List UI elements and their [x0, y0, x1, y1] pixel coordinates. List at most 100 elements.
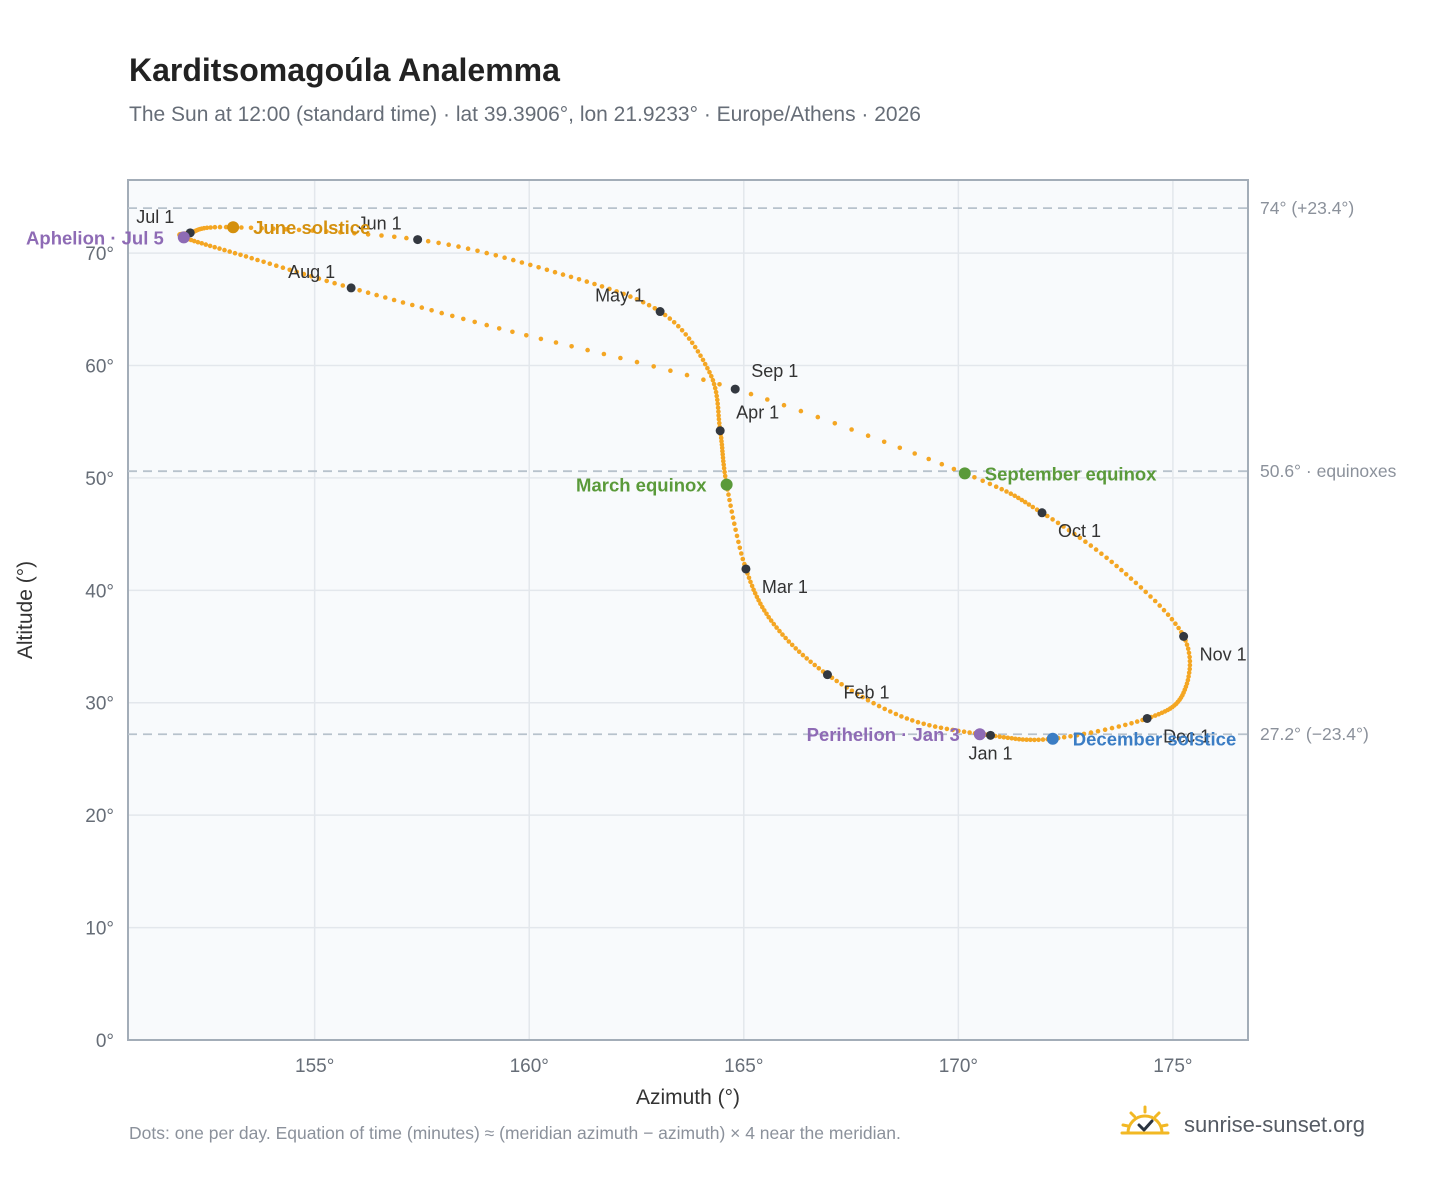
daily-dot — [987, 481, 993, 487]
daily-dot — [765, 397, 770, 402]
daily-dot — [1095, 728, 1101, 734]
daily-dot — [816, 666, 822, 671]
daily-dot — [374, 292, 379, 298]
daily-dot — [628, 294, 633, 299]
daily-dot — [475, 248, 480, 254]
daily-dot — [668, 368, 673, 374]
daily-dot — [493, 253, 499, 258]
daily-dot — [410, 302, 415, 308]
event-label: June solstice — [253, 217, 370, 238]
daily-dot — [710, 377, 716, 383]
daily-dot — [310, 228, 315, 233]
daily-dot — [1045, 513, 1050, 519]
y-tick-label: 0° — [96, 1031, 114, 1052]
daily-dot — [714, 393, 719, 399]
daily-dot — [695, 349, 701, 354]
daily-dot — [1128, 576, 1134, 581]
daily-dot — [915, 719, 921, 725]
daily-dot — [585, 347, 590, 353]
daily-dot — [719, 445, 725, 451]
reference-line-label: 27.2° (−23.4°) — [1260, 724, 1369, 744]
daily-dot — [294, 269, 300, 275]
daily-dot — [484, 250, 490, 256]
month-marker — [1037, 508, 1047, 518]
daily-dot — [737, 545, 743, 551]
month-label: Mar 1 — [762, 577, 808, 597]
month-marker — [730, 384, 740, 394]
daily-dot — [912, 451, 917, 456]
daily-dot — [717, 420, 722, 426]
daily-dot — [927, 723, 932, 728]
y-tick-label: 20° — [85, 806, 114, 827]
daily-dot — [756, 598, 761, 603]
daily-dot — [1173, 621, 1178, 626]
daily-dot — [733, 527, 738, 533]
daily-dot — [804, 656, 809, 661]
daily-dot — [324, 278, 330, 284]
event-marker — [958, 467, 971, 480]
event-label: Perihelion · Jan 3 — [807, 724, 960, 745]
daily-dot — [1040, 737, 1046, 742]
brand[interactable]: sunrise-sunset.org — [1120, 1100, 1365, 1150]
daily-dot — [1032, 737, 1037, 743]
daily-dot — [783, 635, 788, 641]
daily-dot — [932, 724, 938, 729]
month-marker — [986, 730, 996, 740]
event-marker — [720, 478, 733, 491]
daily-dot — [212, 244, 217, 250]
daily-dot — [865, 697, 871, 703]
event-marker — [227, 221, 240, 234]
daily-dot — [789, 642, 795, 648]
daily-dot — [758, 601, 763, 606]
daily-dot — [951, 466, 957, 472]
daily-dot — [748, 579, 753, 585]
daily-dot — [1061, 734, 1067, 740]
daily-dot — [1129, 721, 1134, 726]
daily-dot — [195, 239, 201, 245]
daily-dot — [461, 316, 466, 322]
daily-dot — [888, 709, 893, 714]
daily-dot — [774, 625, 779, 630]
x-tick-label: 165° — [724, 1056, 763, 1077]
daily-dot — [760, 604, 765, 610]
y-tick-label: 50° — [85, 469, 114, 490]
daily-dot — [721, 458, 726, 464]
daily-dot — [576, 277, 582, 282]
daily-dot — [1024, 737, 1029, 742]
daily-dot — [740, 556, 746, 562]
daily-dot — [239, 225, 244, 230]
daily-dot — [671, 320, 677, 325]
daily-dot — [713, 389, 719, 395]
month-label: May 1 — [595, 286, 644, 306]
daily-dot — [1143, 589, 1148, 595]
daily-dot — [732, 521, 737, 526]
daily-dot — [1186, 674, 1191, 679]
daily-dot — [651, 364, 656, 369]
daily-dot — [768, 618, 774, 623]
daily-dot — [538, 336, 544, 342]
daily-dot — [243, 254, 249, 259]
daily-dot — [340, 283, 346, 288]
daily-dot — [700, 357, 706, 363]
month-marker — [655, 307, 665, 317]
daily-dot — [1074, 732, 1080, 738]
daily-dot — [722, 473, 728, 479]
daily-dot — [1083, 539, 1088, 544]
month-marker — [822, 670, 832, 680]
daily-dot — [1019, 497, 1025, 503]
daily-dot — [939, 461, 945, 467]
daily-dot — [199, 241, 204, 246]
daily-dot — [832, 421, 838, 426]
daily-dot — [261, 259, 266, 265]
daily-dot — [1148, 594, 1153, 599]
daily-dot — [238, 252, 243, 258]
daily-dot — [1116, 724, 1122, 729]
daily-dot — [634, 359, 640, 365]
daily-dot — [544, 267, 550, 273]
event-label: Aphelion · Jul 5 — [26, 227, 164, 248]
daily-dot — [1176, 625, 1181, 631]
daily-dot — [729, 509, 735, 514]
daily-dot — [192, 238, 197, 244]
daily-dot — [1185, 646, 1191, 652]
